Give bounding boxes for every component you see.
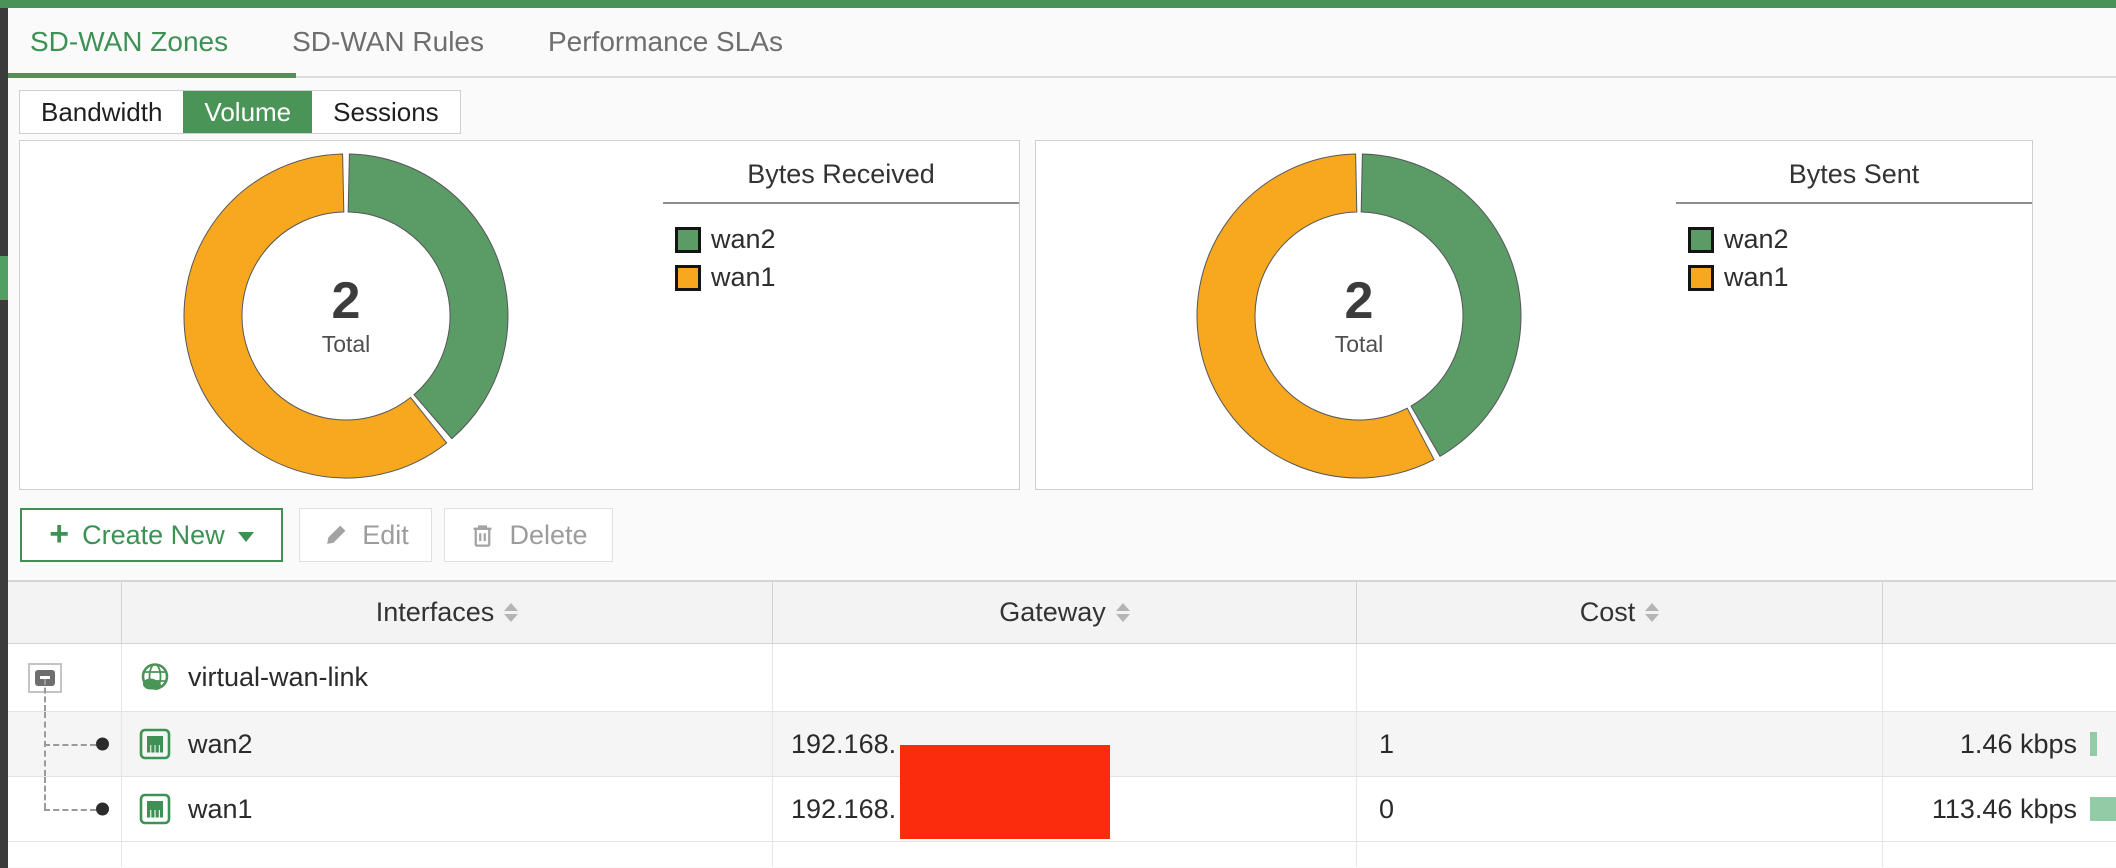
table-header-row: Interfaces Gateway Cost: [8, 580, 2116, 644]
interface-name: virtual-wan-link: [188, 662, 369, 692]
bytes-sent-donut-chart[interactable]: [1192, 149, 1526, 483]
subtab-sessions[interactable]: Sessions: [333, 97, 439, 127]
gateway-cell: 192.168.: [773, 712, 1357, 776]
bandwidth-cell: [1883, 644, 2116, 711]
bandwidth-cell: 113.46 kbps: [1883, 777, 2116, 841]
subtab-bandwidth[interactable]: Bandwidth: [41, 97, 163, 127]
legend-label: wan2: [1724, 224, 1789, 254]
edit-label: Edit: [362, 519, 409, 550]
header-bandwidth-column: [1883, 582, 2116, 643]
active-tab-underline: [8, 73, 296, 78]
edit-button[interactable]: Edit: [299, 508, 432, 562]
sort-icon: [504, 603, 519, 622]
tree-node-dot: [96, 737, 109, 751]
interface-name: wan2: [188, 728, 253, 759]
cost-cell: 0: [1357, 777, 1883, 841]
ethernet-port-icon: [139, 728, 171, 760]
header-expand-column: [8, 582, 122, 643]
header-cost[interactable]: Cost: [1357, 582, 1883, 643]
trash-icon: [469, 522, 496, 549]
bytes-received-donut-chart[interactable]: [179, 149, 513, 483]
gateway-cell: [773, 644, 1357, 711]
tree-line: [44, 679, 46, 711]
create-new-button[interactable]: + Create New: [20, 508, 283, 562]
collapsed-sidebar[interactable]: [0, 8, 8, 868]
legend-title: Bytes Received: [747, 159, 935, 189]
header-label: Gateway: [999, 597, 1106, 627]
interface-name: wan1: [188, 793, 253, 824]
legend-item-wan2: wan2: [1688, 224, 2032, 255]
bandwidth-bar: [2090, 797, 2116, 821]
header-interfaces[interactable]: Interfaces: [122, 582, 773, 643]
legend-item-wan1: wan1: [1688, 262, 2032, 293]
legend-label: wan1: [1724, 262, 1789, 292]
donut-segment-wan1: [1196, 153, 1435, 479]
chevron-down-icon: [237, 532, 254, 542]
cost-cell: [1357, 644, 1883, 711]
chart-mode-switch: Bandwidth Volume Sessions: [19, 90, 461, 134]
bandwidth-cell: 1.46 kbps: [1883, 712, 2116, 776]
bandwidth-bar: [2090, 732, 2097, 756]
tree-line: [44, 777, 46, 809]
tab-performance-slas[interactable]: Performance SLAs: [547, 26, 783, 57]
wan2-swatch: [675, 226, 701, 253]
subtab-volume[interactable]: Volume: [183, 91, 313, 133]
gateway-value: 192.168.: [791, 728, 897, 759]
table-empty-area: [8, 842, 2116, 867]
legend-item-wan1: wan1: [675, 262, 1019, 293]
sd-wan-zone-icon: [141, 662, 169, 690]
sidebar-active-indicator: [0, 256, 8, 300]
sort-icon: [1645, 603, 1660, 622]
tree-line: [44, 744, 96, 746]
gateway-cell: 192.168.: [773, 777, 1357, 841]
tree-node-dot: [96, 802, 109, 816]
sort-icon: [1115, 603, 1130, 622]
bytes-sent-legend: Bytes Sent wan2 wan1: [1676, 159, 2032, 293]
top-accent-bar: [0, 0, 2116, 8]
ethernet-port-icon: [139, 793, 171, 825]
delete-button[interactable]: Delete: [444, 508, 613, 562]
tree-line: [44, 809, 96, 811]
delete-label: Delete: [509, 519, 588, 550]
donut-segment-wan2: [1360, 153, 1522, 457]
wan1-swatch: [1688, 264, 1714, 291]
plus-icon: +: [49, 514, 70, 553]
tab-sd-wan-zones[interactable]: SD-WAN Zones: [30, 26, 229, 57]
header-label: Interfaces: [375, 597, 495, 627]
redaction-overlay: [900, 745, 1110, 839]
tab-sd-wan-rules[interactable]: SD-WAN Rules: [292, 26, 484, 57]
bandwidth-value: 1.46 kbps: [1959, 728, 2077, 759]
legend-divider: [1676, 202, 2032, 204]
wan2-swatch: [1688, 226, 1714, 253]
header-label: Cost: [1579, 597, 1636, 627]
legend-label: wan2: [711, 224, 776, 254]
create-new-label: Create New: [82, 519, 225, 550]
tree-cell: [8, 777, 122, 841]
cost-value: 1: [1379, 728, 1395, 759]
pencil-icon: [322, 522, 349, 549]
header-gateway[interactable]: Gateway: [773, 582, 1357, 643]
tree-cell: [8, 712, 122, 776]
legend-label: wan1: [711, 262, 776, 292]
legend-title: Bytes Sent: [1788, 159, 1920, 189]
bytes-received-legend: Bytes Received wan2 wan1: [663, 159, 1019, 293]
legend-item-wan2: wan2: [675, 224, 1019, 255]
legend-divider: [663, 202, 1019, 204]
wan1-swatch: [675, 264, 701, 291]
donut-segment-wan2: [347, 153, 509, 440]
bytes-sent-panel: 2 Total Bytes Sent wan2 wan1: [1035, 140, 2033, 490]
bandwidth-value: 113.46 kbps: [1931, 793, 2077, 824]
table-row-virtual-wan-link[interactable]: virtual-wan-link: [8, 644, 2116, 712]
main-tab-bar: SD-WAN Zones SD-WAN Rules Performance SL…: [8, 8, 2116, 78]
gateway-value: 192.168.: [791, 793, 897, 824]
cost-cell: 1: [1357, 712, 1883, 776]
tree-cell: [8, 644, 122, 711]
cost-value: 0: [1379, 793, 1395, 824]
bytes-received-panel: 2 Total Bytes Received wan2 wan1: [19, 140, 1020, 490]
donut-segment-wan1: [183, 153, 448, 479]
